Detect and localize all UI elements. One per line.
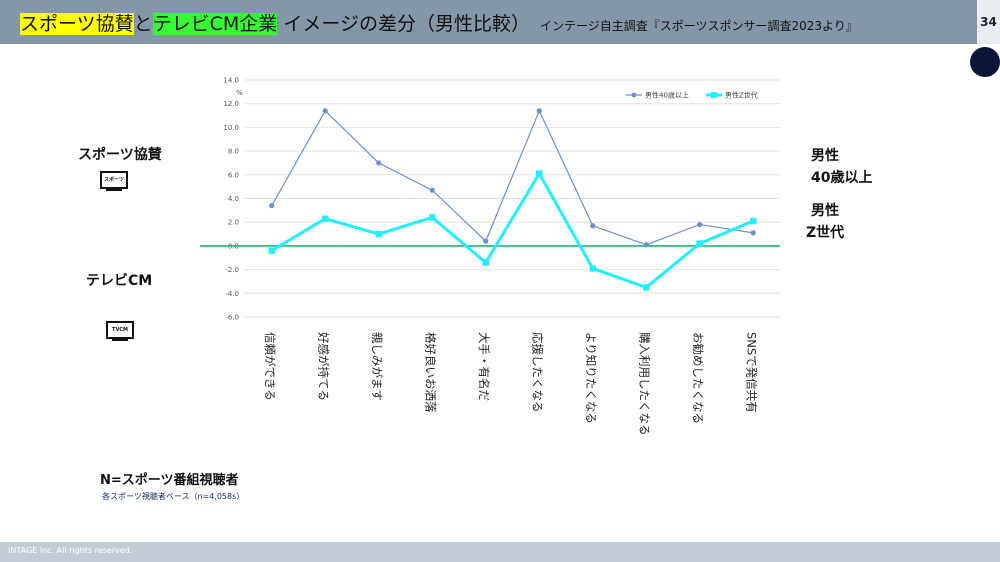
legend-swatch-marker <box>631 92 637 98</box>
series-1-point <box>376 160 382 166</box>
y-tick-label: -2.0 <box>225 266 239 274</box>
y-tick-label: 10.0 <box>223 124 239 132</box>
label-male-40plus-line1: 男性 <box>811 148 839 164</box>
page-number: 34 <box>977 0 1000 44</box>
tv-sponsor-icon: スポーツ <box>100 171 128 193</box>
footer: INTAGE Inc. All rights reserved. <box>0 542 1000 562</box>
y-tick-label: 2.0 <box>228 219 239 227</box>
title-connector: と <box>133 13 153 35</box>
header-bar: スポーツ協賛とテレビCM企業 イメージの差分（男性比較） インテージ自主調査『スポ… <box>0 0 1000 44</box>
legend-label-1: 男性40歳以上 <box>645 91 689 100</box>
series-1-point <box>750 230 756 236</box>
label-male-genz-line2: Z世代 <box>806 225 845 241</box>
category-label: 親しみがます <box>370 332 384 401</box>
series-1-point <box>483 238 489 244</box>
y-tick-label: -6.0 <box>225 314 239 322</box>
series-line-1 <box>271 109 754 246</box>
series-1-point <box>697 221 703 228</box>
legend-label-2: 男性Z世代 <box>725 91 758 100</box>
series-line-2 <box>270 170 754 290</box>
series-1-point <box>536 108 542 114</box>
tv-sponsor-icon-text: スポーツ <box>100 171 128 189</box>
series-2-point <box>429 214 436 221</box>
series-2-point <box>536 170 543 177</box>
title-tvcm: テレビCM企業 <box>152 13 278 35</box>
series-1-point <box>429 187 435 193</box>
y-tick-label: 14.0 <box>223 77 239 85</box>
series-2-point <box>643 284 650 291</box>
note-title: N=スポーツ番組視聴者 <box>100 473 239 488</box>
footer-text: INTAGE Inc. All rights reserved. <box>8 546 133 555</box>
series-2-point <box>750 217 757 225</box>
category-label: 大手・有名だ <box>477 332 491 401</box>
title-rest: イメージの差分（男性比較） <box>277 13 530 35</box>
category-label: 好感が持てる <box>316 332 330 401</box>
legend-swatch-marker <box>711 92 717 98</box>
label-male-40plus-line2: 40歳以上 <box>811 170 873 186</box>
series-2-point <box>589 265 596 272</box>
y-tick-label: 6.0 <box>228 171 239 179</box>
title-sponsor: スポーツ協賛 <box>20 13 134 35</box>
tv-tvcm-icon-text: TVCM <box>106 321 134 339</box>
page-title: スポーツ協賛とテレビCM企業 イメージの差分（男性比較） インテージ自主調査『スポ… <box>20 9 858 36</box>
y-unit-label: % <box>236 89 243 97</box>
series-1-point <box>643 242 649 248</box>
note-sub: 各スポーツ視聴者ベース（n=4,058s） <box>102 492 245 501</box>
series-2-point <box>375 230 382 238</box>
label-male-genz: 男性 Z世代 <box>806 200 844 244</box>
label-male-genz-line1: 男性 <box>811 203 839 219</box>
category-label: SNSで発信共有 <box>744 332 758 413</box>
series-1-point <box>590 223 596 229</box>
category-label: より知りたくなる <box>584 332 598 424</box>
label-male-40plus: 男性 40歳以上 <box>811 145 872 189</box>
category-label: 購入利用したくなる <box>637 332 651 436</box>
title-source: インテージ自主調査『スポーツスポンサー調査2023より』 <box>539 19 858 33</box>
y-tick-label: 12.0 <box>223 100 239 108</box>
y-tick-label: 8.0 <box>228 148 239 156</box>
y-tick-label: -4.0 <box>225 290 239 298</box>
series-1-point <box>269 203 275 209</box>
category-label: 応援したくなる <box>530 332 544 413</box>
nav-dot-icon[interactable] <box>970 47 1000 77</box>
label-tvcm: テレビCM <box>86 273 153 289</box>
label-sponsor: スポーツ協賛 <box>78 147 162 163</box>
line-chart: 14.012.010.08.06.04.02.00.0-2.0-4.0-6.0 … <box>200 77 780 436</box>
y-tick-label: 4.0 <box>228 195 239 203</box>
category-label: お勧めしたくなる <box>691 332 705 424</box>
series-2-point <box>482 259 489 266</box>
series-2-point <box>322 215 329 222</box>
category-label: 信頼ができる <box>263 332 277 401</box>
series-2-point <box>696 240 703 247</box>
category-label: 格好良いお洒落 <box>423 332 437 413</box>
series-2-point <box>268 247 275 254</box>
series-1-point <box>322 108 328 114</box>
tv-tvcm-icon: TVCM <box>106 321 134 343</box>
